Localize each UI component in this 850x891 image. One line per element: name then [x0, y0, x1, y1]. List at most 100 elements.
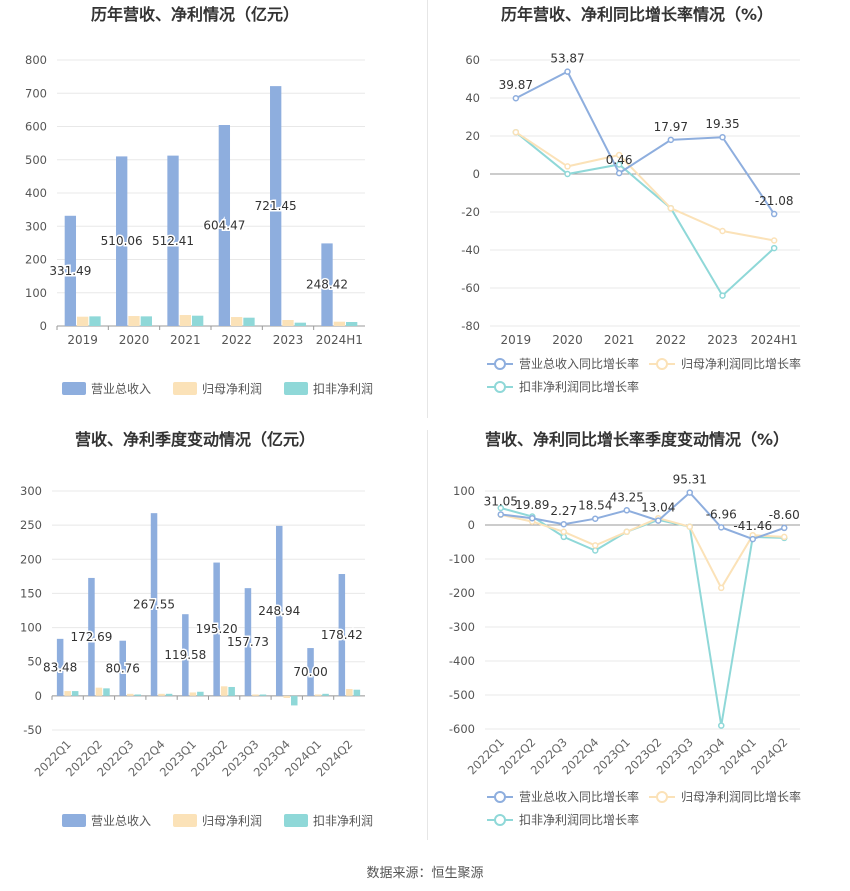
- data-label: 267.55: [133, 598, 175, 612]
- y-tick-label: 200: [20, 552, 42, 566]
- y-tick-label: 300: [25, 219, 47, 233]
- data-label: 721.45: [255, 199, 297, 213]
- legend-swatch: [62, 814, 86, 827]
- bar-0: [213, 562, 220, 696]
- x-tick-label: 2022: [656, 333, 687, 347]
- x-tick-label: 2021: [604, 333, 635, 347]
- data-label: 172.69: [70, 630, 112, 644]
- bar-0: [244, 588, 252, 696]
- bar-0: [307, 648, 314, 696]
- data-point-1: [770, 237, 778, 244]
- data-label: 39.87: [499, 78, 533, 92]
- chart-title: 营收、净利季度变动情况（亿元）: [75, 430, 315, 449]
- data-label: -21.08: [755, 194, 794, 208]
- data-label: 53.87: [550, 52, 584, 66]
- bar-1: [189, 692, 197, 696]
- data-point-1: [615, 151, 623, 159]
- series-line-2: [500, 507, 785, 726]
- data-point-0: [615, 169, 623, 177]
- legend-swatch: [173, 814, 197, 827]
- legend-swatch: [284, 382, 308, 395]
- legend-label: 归母净利润: [202, 814, 262, 828]
- bar-2: [89, 316, 101, 326]
- vertical-divider-lower: [427, 430, 428, 840]
- bar-1: [314, 694, 322, 696]
- bar-0: [88, 577, 95, 696]
- y-tick-label: -600: [449, 722, 475, 736]
- bar-1: [282, 320, 294, 326]
- x-tick-label: 2020: [119, 333, 150, 347]
- data-label: 13.04: [641, 501, 675, 515]
- legend-swatch: [284, 814, 308, 827]
- data-point-0: [497, 511, 504, 518]
- y-tick-label: 40: [465, 91, 480, 105]
- data-point-2: [592, 547, 599, 554]
- legend-label: 扣非净利润同比增长率: [519, 379, 639, 394]
- data-label: 331.49: [49, 264, 91, 278]
- y-tick-label: -60: [461, 281, 480, 295]
- bar-2: [353, 689, 361, 696]
- bar-1: [283, 695, 291, 698]
- vertical-divider: [427, 0, 428, 418]
- data-label: 43.25: [610, 490, 644, 504]
- annual-growth-rate-line-chart: 历年营收、净利同比增长率情况（%） -80 -60 -40 -20 0 20 40 60 2019…: [461, 5, 801, 394]
- legend-marker: [494, 814, 506, 826]
- bar-0: [275, 525, 283, 696]
- data-label: 17.97: [654, 120, 688, 134]
- data-point-0: [564, 68, 571, 75]
- bar-1: [346, 689, 353, 696]
- bar-0: [338, 574, 346, 696]
- legend-label: 扣非净利润: [313, 382, 373, 396]
- y-tick-label: 20: [465, 129, 480, 143]
- bar-0: [119, 640, 126, 696]
- y-tick-label: -100: [449, 552, 475, 566]
- quarterly-growth-rate-line-chart: 营收、净利同比增长率季度变动情况（%） -600 -500 -400 -300 -200 -…: [449, 430, 801, 827]
- series-line-1: [515, 131, 775, 242]
- bar-2: [294, 322, 306, 326]
- x-tick-label: 2019: [67, 333, 98, 347]
- bar-1: [126, 693, 134, 696]
- legend-label: 营业总收入: [91, 814, 151, 828]
- legend-marker: [494, 381, 506, 393]
- legend-marker: [656, 358, 668, 370]
- data-point-0: [560, 520, 567, 528]
- data-point-2: [718, 722, 725, 729]
- data-label: 248.42: [306, 278, 348, 292]
- y-tick-label: 60: [465, 53, 480, 67]
- bar-2: [243, 317, 255, 326]
- data-point-0: [770, 210, 778, 218]
- data-label: -8.60: [769, 508, 800, 522]
- data-point-0: [719, 133, 726, 141]
- data-label: -41.46: [733, 519, 772, 533]
- bar-2: [291, 695, 298, 706]
- data-label: 195.20: [196, 622, 238, 636]
- quarterly-revenue-profit-bar-chart: 营收、净利季度变动情况（亿元）-500501001502002503002022…: [20, 430, 373, 828]
- data-label: 19.35: [705, 117, 739, 131]
- legend-label: 营业总收入同比增长率: [519, 356, 639, 371]
- legend-label: 扣非净利润同比增长率: [519, 812, 639, 827]
- y-tick-label: 250: [20, 518, 42, 532]
- data-point-1: [512, 128, 520, 136]
- bar-0: [150, 513, 158, 696]
- y-tick-label: -40: [461, 243, 480, 257]
- bar-2: [197, 691, 204, 696]
- data-point-0: [749, 535, 756, 543]
- bar-0: [182, 614, 189, 696]
- data-point-0: [718, 524, 725, 531]
- data-label: 119.58: [164, 648, 206, 662]
- data-label: 95.31: [673, 473, 707, 487]
- series-line-0: [515, 70, 775, 215]
- data-label: 18.54: [578, 499, 612, 513]
- data-label: 83.48: [43, 660, 77, 674]
- y-tick-label: 150: [20, 586, 42, 600]
- legend-label: 营业总收入同比增长率: [519, 789, 639, 804]
- chart-title: 历年营收、净利情况（亿元）: [91, 5, 299, 24]
- y-tick-label: 0: [35, 689, 42, 703]
- bar-2: [134, 694, 142, 696]
- data-point-0: [667, 136, 675, 144]
- legend-label: 营业总收入: [91, 382, 151, 396]
- legend-label: 归母净利润同比增长率: [681, 356, 801, 371]
- y-tick-label: 500: [25, 153, 47, 167]
- bar-1: [333, 321, 345, 326]
- data-point-2: [497, 504, 504, 512]
